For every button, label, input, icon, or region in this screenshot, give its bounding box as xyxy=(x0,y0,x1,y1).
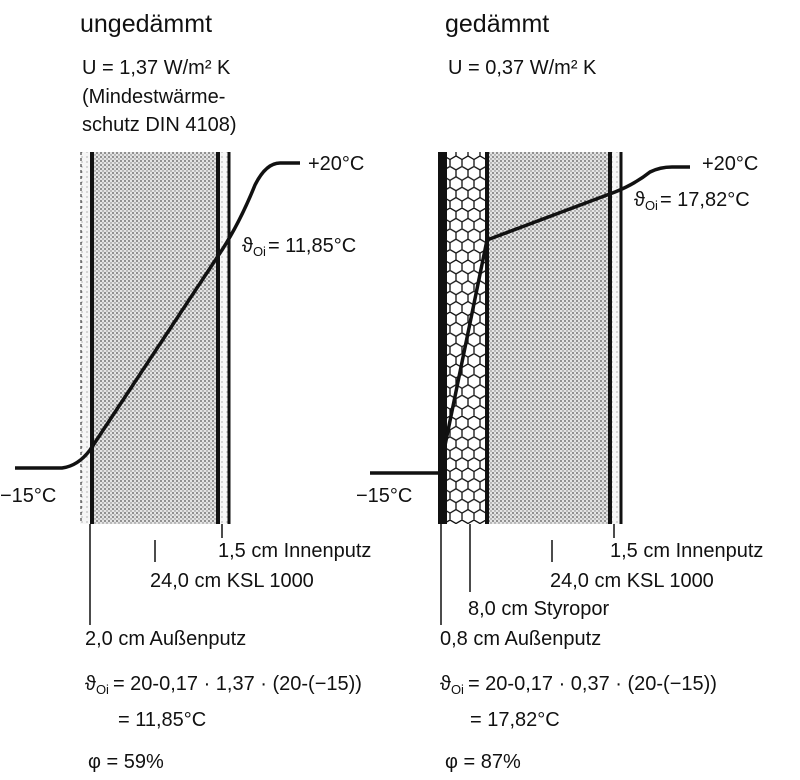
formula: ϑOi = 20-0,17 · 0,37 · (20-(−15)) xyxy=(440,673,717,697)
subscript: Oi xyxy=(253,244,266,259)
humidity: φ = 59% xyxy=(88,751,164,773)
panel-uninsulated: ungedämmt U = 1,37 W/m² K (Mindestwärme-… xyxy=(0,10,371,773)
ksl-layer xyxy=(487,152,610,524)
subscript: Oi xyxy=(645,198,658,213)
panel-title: gedämmt xyxy=(445,10,549,38)
symbol: ϑ xyxy=(634,189,645,211)
temperature-curve xyxy=(370,165,690,475)
outside-temp: −15°C xyxy=(0,485,56,507)
u-value: U = 0,37 W/m² K xyxy=(448,57,597,79)
layer-label: 24,0 cm KSL 1000 xyxy=(150,570,314,592)
subscript: Oi xyxy=(451,682,464,697)
layer-label: 8,0 cm Styropor xyxy=(468,598,610,620)
outer-plaster xyxy=(438,152,447,524)
layer-label: 1,5 cm Innenputz xyxy=(218,540,371,562)
result: = 11,85°C xyxy=(118,709,206,731)
temperature-curve xyxy=(15,161,300,470)
surface-temp: ϑOi = 11,85°C xyxy=(242,235,356,259)
u-value: U = 1,37 W/m² K xyxy=(82,57,231,79)
value: = 11,85°C xyxy=(268,235,356,257)
note: (Mindestwärme- xyxy=(82,86,225,108)
inside-temp: +20°C xyxy=(308,153,364,175)
subscript: Oi xyxy=(96,682,109,697)
panel-insulated: gedämmt U = 0,37 W/m² K +20°C ϑOi = 17,82… xyxy=(356,10,763,773)
formula: ϑOi = 20-0,17 · 1,37 · (20-(−15)) xyxy=(85,673,362,697)
inside-temp: +20°C xyxy=(702,153,758,175)
value: = 17,82°C xyxy=(660,189,750,211)
ksl-layer xyxy=(94,152,218,524)
layer-label: 2,0 cm Außenputz xyxy=(85,628,246,650)
layer-label: 1,5 cm Innenputz xyxy=(610,540,763,562)
expression: = 20-0,17 · 1,37 · (20-(−15)) xyxy=(113,673,362,695)
symbol: ϑ xyxy=(85,673,96,695)
panel-title: ungedämmt xyxy=(80,10,212,38)
layer-label: 0,8 cm Außenputz xyxy=(440,628,601,650)
outside-temp: −15°C xyxy=(356,485,412,507)
humidity: φ = 87% xyxy=(445,751,521,773)
layer-label: 24,0 cm KSL 1000 xyxy=(550,570,714,592)
note: schutz DIN 4108) xyxy=(82,114,237,136)
symbol: ϑ xyxy=(242,235,253,257)
expression: = 20-0,17 · 0,37 · (20-(−15)) xyxy=(468,673,717,695)
surface-temp: ϑOi = 17,82°C xyxy=(634,189,750,213)
inner-plaster xyxy=(610,152,622,524)
result: = 17,82°C xyxy=(470,709,560,731)
symbol: ϑ xyxy=(440,673,451,695)
